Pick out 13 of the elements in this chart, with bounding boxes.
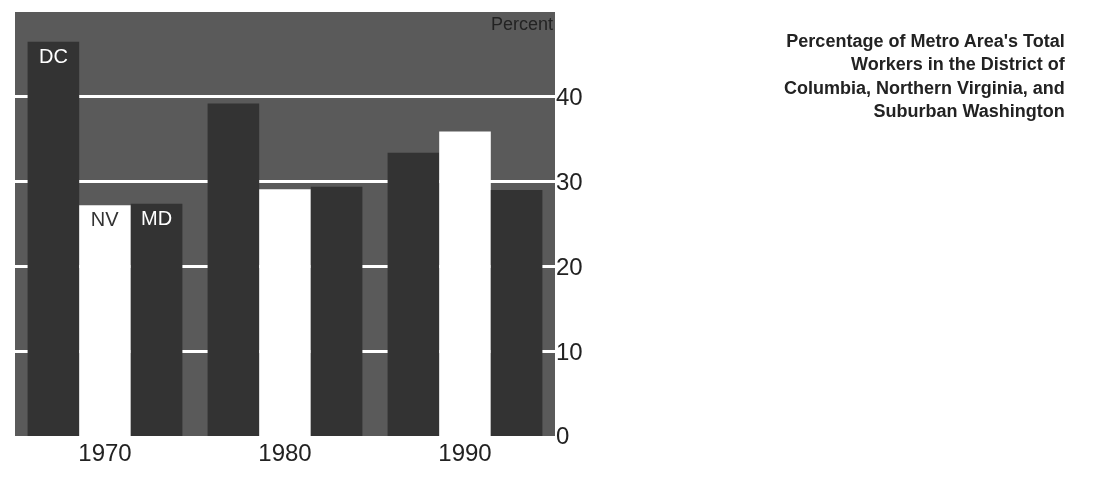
series-label: DC [38,44,68,67]
text: Percentage of Metro Area's Total Workers in the District of Columbia, Northern Virginia, and Suburban Washington [784,31,1066,122]
y-axis-title: Percent [491,14,554,34]
series-label: MD [141,206,173,229]
y-tick-label: 30 [556,168,583,195]
y-tick-label: 20 [556,252,583,280]
y-tick-label: 40 [556,83,583,111]
x-tick-label: 1970 [78,439,132,466]
series-label: NV [90,208,120,231]
x-tick-label: 1980 [258,439,312,466]
x-tick-label: 1990 [438,439,492,466]
y-tick-label: 0 [556,422,570,450]
y-tick-label: 10 [556,337,583,365]
